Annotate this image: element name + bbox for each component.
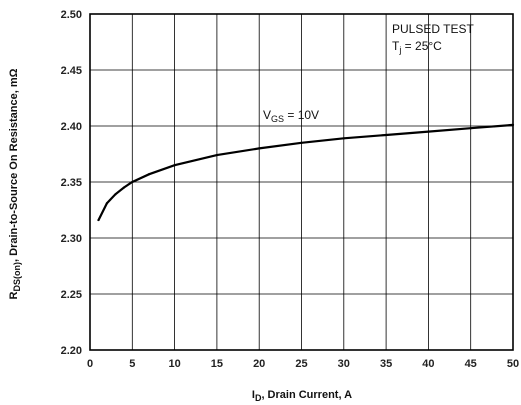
- data-point: [105, 202, 109, 205]
- data-point: [97, 218, 100, 222]
- series-line-vgs-10v: [97, 123, 514, 221]
- data-point: [122, 186, 125, 189]
- data-point: [300, 141, 303, 144]
- data-point: [215, 154, 218, 157]
- x-tick-label: 40: [422, 358, 434, 370]
- data-point: [511, 123, 515, 126]
- annotation-pulsed-test: PULSED TEST: [392, 22, 474, 36]
- y-tick-label: 2.30: [61, 233, 82, 245]
- x-tick-label: 30: [338, 358, 350, 370]
- data-point: [114, 193, 117, 196]
- plot-frame: [89, 13, 514, 351]
- y-tick-label: 2.35: [61, 177, 82, 189]
- y-tick-label: 2.45: [61, 65, 82, 77]
- x-tick-label: 5: [129, 358, 135, 370]
- y-tick-labels: 2.20 2.25 2.30 2.35 2.40 2.45 2.50: [61, 9, 82, 357]
- y-tick-label: 2.20: [61, 345, 82, 357]
- data-point: [427, 130, 430, 133]
- x-tick-label: 50: [507, 358, 519, 370]
- annotation-tj: Tj = 25°C: [392, 39, 442, 55]
- data-point: [385, 133, 388, 137]
- y-axis-label: RDS(on), Drain-to-Source On Resistance, …: [8, 68, 22, 299]
- series-points: [97, 123, 515, 222]
- x-tick-labels: 0 5 10 15 20 25 30 35 40 45 50: [87, 358, 519, 370]
- x-tick-label: 20: [253, 358, 265, 370]
- data-point: [173, 164, 176, 167]
- data-point: [469, 127, 472, 130]
- data-point: [258, 147, 261, 150]
- x-tick-label: 35: [380, 358, 392, 370]
- data-point: [342, 137, 345, 140]
- x-axis-label: ID, Drain Current, A: [252, 389, 352, 403]
- data-point: [131, 180, 134, 184]
- x-tick-label: 45: [465, 358, 477, 370]
- y-tick-label: 2.25: [61, 289, 82, 301]
- grid: [89, 13, 514, 351]
- y-tick-label: 2.40: [61, 121, 82, 133]
- x-tick-label: 0: [87, 358, 93, 370]
- annotation-vgs: VGS = 10V: [263, 108, 319, 124]
- x-tick-label: 10: [168, 358, 180, 370]
- x-tick-label: 15: [211, 358, 223, 370]
- y-tick-label: 2.50: [61, 9, 82, 21]
- x-tick-label: 25: [295, 358, 307, 370]
- data-point: [148, 173, 151, 176]
